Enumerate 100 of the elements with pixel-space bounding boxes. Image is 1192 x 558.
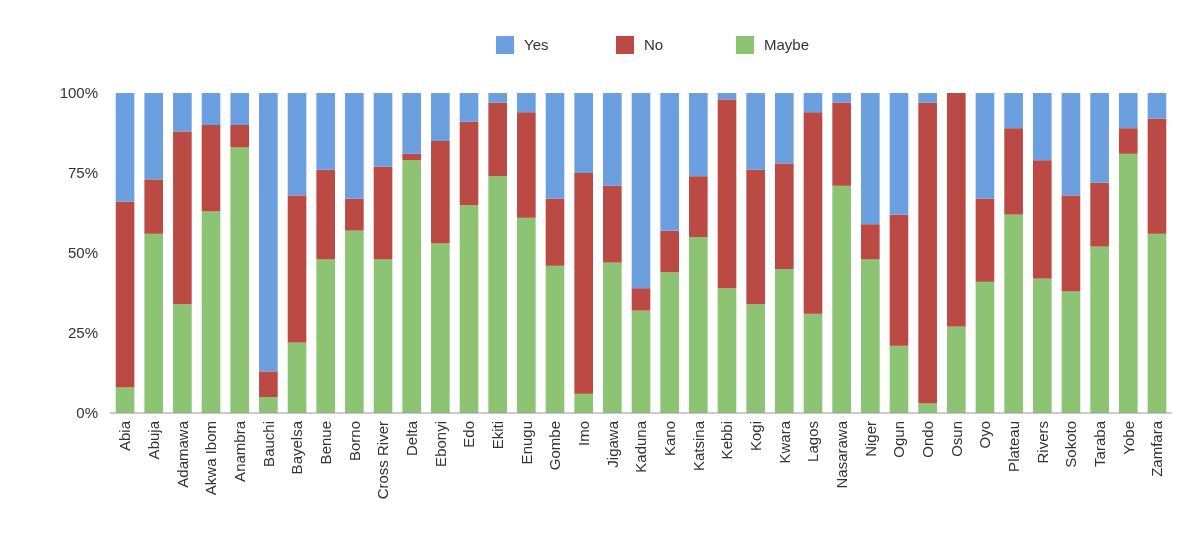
bar xyxy=(230,93,250,125)
bar xyxy=(201,125,221,212)
bar xyxy=(889,93,909,215)
bar xyxy=(259,371,278,397)
bar xyxy=(259,93,278,372)
bar xyxy=(316,259,336,413)
bar xyxy=(660,272,679,413)
x-tick-label: Abuja xyxy=(144,420,162,460)
x-tick-label: Kaduna xyxy=(632,420,650,473)
bar xyxy=(803,93,823,113)
bar xyxy=(803,112,823,314)
x-tick-label: Edo xyxy=(460,421,478,448)
bar xyxy=(1147,93,1167,119)
x-tick-label: Akwa Ibom xyxy=(202,421,220,496)
bar xyxy=(431,93,450,141)
bar xyxy=(832,93,851,103)
y-tick-label: 25% xyxy=(67,324,98,342)
bar xyxy=(660,230,679,273)
bar xyxy=(803,313,823,413)
bar xyxy=(1061,291,1081,413)
bar xyxy=(431,243,450,413)
bar xyxy=(832,185,851,413)
bar xyxy=(173,131,192,305)
bar xyxy=(259,397,278,413)
bar xyxy=(316,169,336,260)
bar xyxy=(517,112,536,218)
bar xyxy=(975,281,995,413)
x-tick-label: Imo xyxy=(574,421,592,447)
bar xyxy=(775,163,794,269)
x-tick-label: Osun xyxy=(947,421,965,457)
x-tick-label: Bauchi xyxy=(259,421,277,467)
x-tick-label: Niger xyxy=(861,421,879,457)
bar xyxy=(144,179,164,234)
bar xyxy=(345,93,364,199)
bar xyxy=(402,153,421,161)
x-tick-label: Zamfara xyxy=(1148,420,1166,477)
x-tick-label: Enugu xyxy=(517,421,535,465)
bar xyxy=(861,224,880,260)
bar xyxy=(287,93,307,196)
x-tick-label: Benue xyxy=(316,421,334,465)
bar xyxy=(373,93,393,167)
bar xyxy=(1118,153,1138,413)
bar xyxy=(402,160,421,413)
bar xyxy=(832,102,851,186)
bar xyxy=(373,259,393,413)
bar xyxy=(287,195,307,343)
x-tick-label: Ekiti xyxy=(488,421,506,450)
bar xyxy=(603,262,622,413)
y-tick-label: 75% xyxy=(67,164,98,182)
bar xyxy=(1061,93,1081,196)
bar xyxy=(775,93,794,164)
bar xyxy=(345,198,364,231)
bar xyxy=(144,233,164,413)
bar xyxy=(574,173,593,394)
bar xyxy=(373,166,393,260)
bar xyxy=(717,99,737,289)
x-tick-label: Adamawa xyxy=(173,420,191,488)
bar xyxy=(545,198,565,266)
x-tick-label: Delta xyxy=(402,420,420,457)
bar xyxy=(459,121,479,205)
x-tick-label: Ogun xyxy=(890,421,908,458)
bar xyxy=(717,288,737,413)
x-tick-label: Kogi xyxy=(746,421,764,452)
bar xyxy=(861,93,880,225)
x-tick-label: Taraba xyxy=(1090,420,1108,467)
bar xyxy=(144,93,164,180)
bar xyxy=(1004,214,1023,413)
bar xyxy=(115,201,135,388)
bar xyxy=(287,342,307,413)
bar xyxy=(1090,182,1109,247)
bar xyxy=(1004,128,1023,215)
x-tick-label: Plateau xyxy=(1004,421,1022,472)
bar xyxy=(717,93,737,100)
x-tick-label: Borno xyxy=(345,421,363,462)
x-tick-label: Anambra xyxy=(230,420,248,482)
x-tick-label: Katsina xyxy=(689,420,707,472)
bar xyxy=(115,93,135,202)
bar xyxy=(115,387,135,413)
bar xyxy=(918,93,937,103)
bar xyxy=(488,93,507,103)
bar xyxy=(689,237,708,413)
legend-label: Yes xyxy=(524,36,549,54)
bar xyxy=(746,304,765,413)
bar xyxy=(889,214,909,346)
bar xyxy=(517,217,536,413)
x-tick-label: Ondo xyxy=(918,421,936,458)
bar xyxy=(631,288,651,311)
x-tick-label: Oyo xyxy=(976,421,994,449)
x-tick-label: Nasarawa xyxy=(832,420,850,489)
bar xyxy=(1118,93,1138,129)
bar xyxy=(1061,195,1081,292)
bar xyxy=(660,93,679,231)
bar xyxy=(946,326,966,413)
bar xyxy=(1032,160,1052,279)
bar xyxy=(775,269,794,413)
x-tick-label: Rivers xyxy=(1033,421,1051,464)
x-tick-label: Abia xyxy=(116,420,134,452)
bar xyxy=(545,93,565,199)
bar xyxy=(459,205,479,413)
bar xyxy=(603,93,622,186)
